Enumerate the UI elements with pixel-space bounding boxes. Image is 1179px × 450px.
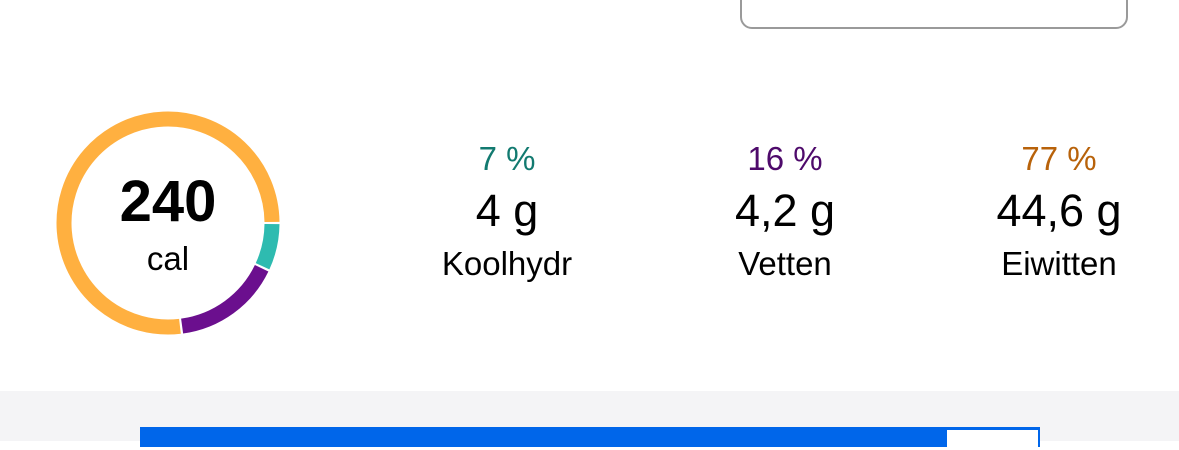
input-box[interactable] [740, 0, 1128, 29]
macro-grams: 44,6 g [996, 185, 1122, 236]
macro-percent: 77 % [1021, 140, 1097, 177]
ring-segment-koolhydr [255, 223, 280, 270]
macro-percent: 7 % [478, 140, 536, 177]
calories-unit: cal [146, 240, 190, 277]
macro-grams: 4,2 g [734, 185, 836, 236]
ad-logo [947, 430, 1038, 450]
ring-segment-vetten [180, 264, 269, 334]
macro-fat: 16 % 4,2 g Vetten [665, 140, 905, 283]
macro-protein: 77 % 44,6 g Eiwitten [939, 140, 1179, 283]
macro-carbs: 7 % 4 g Koolhydr [387, 140, 627, 283]
macro-percent: 16 % [747, 140, 823, 177]
macro-label: Eiwitten [1001, 245, 1117, 282]
ad-banner[interactable] [140, 427, 1040, 447]
calorie-ring-chart [56, 111, 280, 335]
ring-segment-eiwitten [56, 111, 280, 335]
macro-label: Koolhydr [441, 245, 573, 282]
macro-grams: 4 g [475, 185, 539, 236]
macro-label: Vetten [738, 245, 832, 282]
calories-value: 240 [119, 169, 217, 234]
